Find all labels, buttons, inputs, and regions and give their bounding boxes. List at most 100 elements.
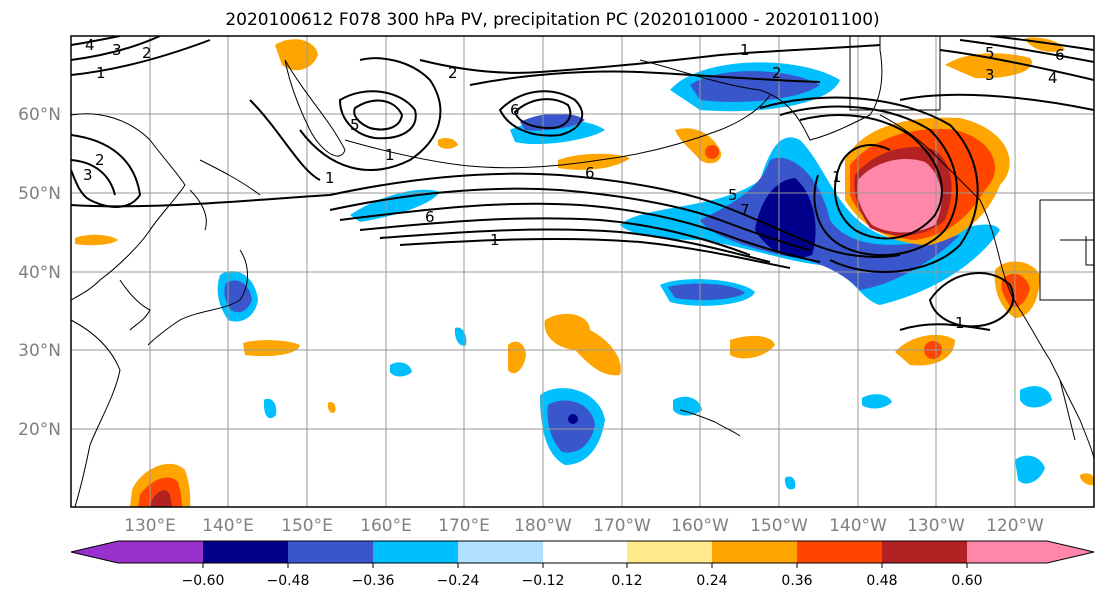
contour-label: 6: [510, 101, 520, 119]
pv-contour: [469, 70, 821, 86]
colorbar-label: 0.48: [866, 573, 897, 589]
pv-contour: [71, 159, 116, 196]
pv-contour: [399, 237, 791, 269]
pv-contour: [939, 49, 1094, 81]
colorbar-label: 0.24: [696, 573, 727, 589]
precip-blob-blue: [1015, 455, 1045, 484]
lat-label: 40°N: [18, 263, 61, 283]
pv-contour: [498, 90, 584, 137]
colorbar-bin: [967, 541, 1047, 563]
contour-label: 3: [985, 66, 995, 84]
hawaii-islands: [679, 409, 741, 437]
pv-contour: [799, 114, 943, 240]
korea-coast: [119, 279, 151, 331]
colorbar-bin: [882, 541, 967, 563]
pv-contour: [353, 99, 404, 131]
contour-label: 1: [490, 231, 500, 249]
coastlines: [71, 36, 1094, 507]
kamchatka-coast: [284, 59, 346, 157]
japan-coast: [147, 249, 248, 346]
colorbar-label: −0.24: [437, 573, 480, 589]
pv-contour: [339, 202, 821, 263]
pv-contour: [513, 98, 572, 130]
contour-label: 5: [728, 186, 738, 204]
colorbar-bin: [118, 541, 203, 563]
lon-label: 180°W: [514, 516, 572, 536]
precip-blob-orange: [558, 153, 630, 170]
precip-blob-orange: [327, 402, 336, 413]
contour-label: 1: [955, 314, 965, 332]
colorbar-bin: [797, 541, 882, 563]
lon-label: 170°W: [593, 516, 651, 536]
baja-coast: [1059, 379, 1076, 441]
canada-border: [849, 36, 941, 111]
precip-blob-pink: [857, 159, 942, 233]
pv-contour: [71, 134, 142, 208]
lat-label: 20°N: [18, 420, 61, 440]
colorbar-label: −0.60: [182, 573, 225, 589]
pv-contour: [379, 228, 771, 263]
pv-contour: [338, 90, 417, 140]
contour-label: 2: [772, 64, 782, 82]
colorbar-bin: [458, 541, 543, 563]
colorbar-bin: [543, 541, 627, 563]
precip-blob-orange: [243, 340, 300, 357]
precip-blob-blue: [547, 400, 595, 453]
china-coast: [71, 319, 121, 507]
colorbar-bin: [373, 541, 458, 563]
pv-contour: [899, 93, 1094, 111]
lon-label: 150°E: [281, 516, 333, 536]
precip-blob-red: [705, 145, 719, 159]
contour-label: 7: [740, 201, 750, 219]
pv-contour: [899, 323, 991, 331]
colorbar-ticks: [202, 563, 968, 568]
map-frame: [70, 35, 1095, 508]
contour-label: 6: [585, 164, 595, 182]
precip-blob-blue: [700, 157, 960, 290]
contour-label: 3: [112, 41, 122, 59]
precip-blob-blue: [263, 398, 277, 419]
colorbar-label: −0.36: [352, 573, 395, 589]
pv-contour: [249, 99, 321, 181]
longitude-labels: 130°E 140°E 150°E 160°E 170°E 180°W 170°…: [124, 516, 1044, 536]
colorbar: −0.60 −0.48 −0.36 −0.24 −0.12 0.12 0.24 …: [70, 540, 1095, 589]
contour-label: 4: [1048, 69, 1058, 87]
precip-blob-orange: [75, 234, 118, 246]
pv-contour: [299, 57, 442, 171]
colorbar-extend-high: [1047, 541, 1094, 563]
colorbar-bin: [627, 541, 712, 563]
precip-blob-blue: [862, 394, 892, 409]
latitude-labels: 60°N 50°N 40°N 30°N 20°N: [18, 105, 61, 440]
precip-blob-red: [1001, 273, 1030, 308]
precip-blob-blue: [350, 189, 440, 222]
contour-label: 1: [96, 64, 106, 82]
contour-label: 1: [385, 146, 395, 164]
aleutian-islands: [344, 94, 771, 169]
precip-blob-blue: [784, 476, 796, 490]
precip-blob-orange: [945, 53, 1032, 79]
contour-label: 5: [985, 44, 995, 62]
precip-blob-darkred: [150, 490, 172, 507]
colorbar-outline: [70, 540, 1095, 564]
pv-contour: [928, 272, 1015, 328]
lon-label: 160°E: [360, 516, 412, 536]
kuril-islands: [189, 159, 261, 231]
pv-contour: [71, 36, 161, 61]
precip-blob-navy: [568, 414, 578, 424]
precip-blob-blue: [673, 396, 702, 416]
precip-blob-orange: [730, 335, 775, 359]
precip-blob-blue: [1020, 386, 1052, 408]
contour-label: 1: [325, 169, 335, 187]
colorbar-label: 0.36: [781, 573, 812, 589]
contour-labels: 4 3 2 1 2 1 2 2 1 1 3 5 6 6 1 6 5 7 1 1 …: [83, 36, 1065, 332]
contour-label: 4: [85, 36, 95, 54]
pv-contour: [759, 96, 979, 273]
contour-label: 6: [425, 208, 435, 226]
lon-label: 120°W: [986, 516, 1044, 536]
precip-blob-blue: [690, 71, 820, 102]
contour-label: 5: [350, 116, 360, 134]
us-state-lines: [1039, 199, 1094, 301]
lat-label: 30°N: [18, 341, 61, 361]
pv-contour: [71, 172, 901, 258]
